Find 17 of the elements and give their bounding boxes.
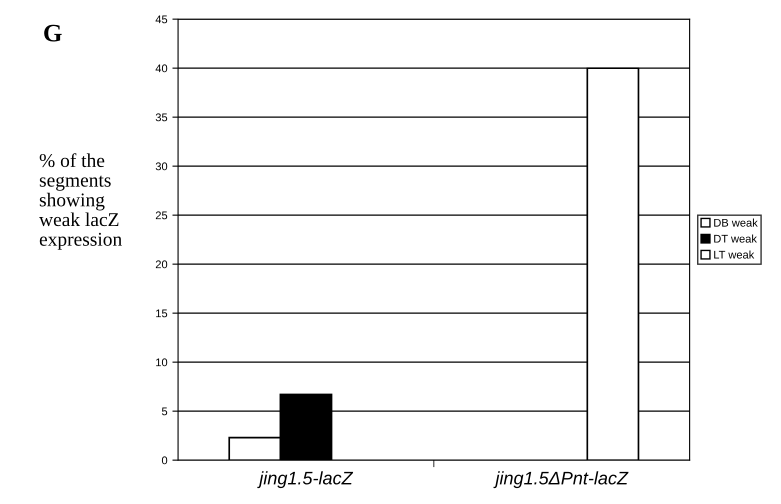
legend-label: DB weak — [714, 218, 758, 227]
legend-label: DT weak — [714, 234, 757, 243]
y-tick-label: 40 — [156, 64, 168, 72]
y-tick-label: 25 — [156, 211, 168, 220]
x-tick-label: jing1.5-lacZ — [257, 471, 354, 488]
y-tick-label: 30 — [156, 162, 168, 170]
y-axis-title: % of the segments showing weak lacZ expression — [39, 153, 122, 250]
y-tick-label: 20 — [156, 260, 168, 268]
y-tick-label: 35 — [156, 113, 168, 122]
legend-label: LT weak — [714, 250, 754, 259]
text: G — [44, 24, 62, 42]
y-tick-label: 5 — [162, 408, 168, 416]
x-tick-label: jing1.5ΔPnt-lacZ — [493, 471, 629, 488]
y-tick-label: 10 — [156, 358, 168, 366]
y-tick-label: 15 — [156, 310, 168, 318]
y-tick-label: 45 — [156, 16, 168, 24]
y-tick-label: 0 — [162, 456, 168, 464]
